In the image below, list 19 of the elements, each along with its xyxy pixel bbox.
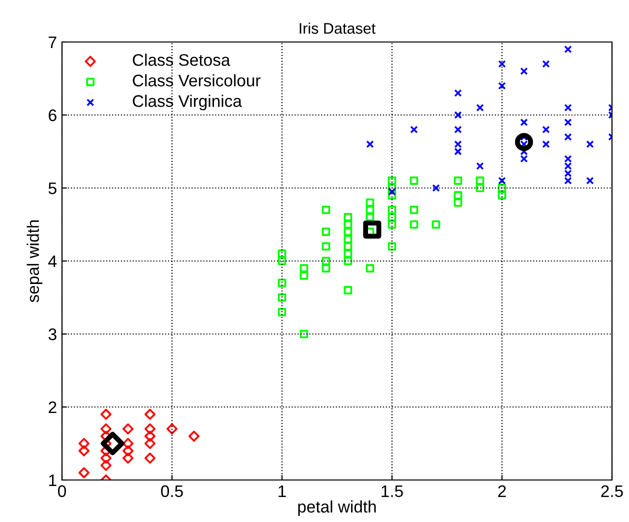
x-tick-label: 2 [498,485,506,497]
y-tick-label: 2 [48,401,56,414]
y-tick-label: 5 [48,182,56,194]
y-tick-label: 1 [49,474,56,486]
y-tick-label: 4 [48,256,57,268]
legend-label: Class Virginica [132,94,242,110]
x-tick-label: 1 [278,485,286,497]
x-tick-label: 2.5 [601,485,623,498]
legend-label: Class Setosa [132,54,230,66]
y-tick-label: 3 [48,328,56,340]
x-tick-label: 1.5 [382,485,403,498]
x-tick-label: 0.5 [161,485,183,498]
legend-label: Class Versicolour [132,74,260,86]
x-tick-label: 0 [58,485,66,498]
chart-title: Iris Dataset [300,22,376,34]
y-axis-title: sepal width [26,220,42,302]
x-axis-title: petal width [298,500,376,516]
y-tick-label: 7 [48,36,56,48]
y-tick-label: 6 [48,109,56,122]
